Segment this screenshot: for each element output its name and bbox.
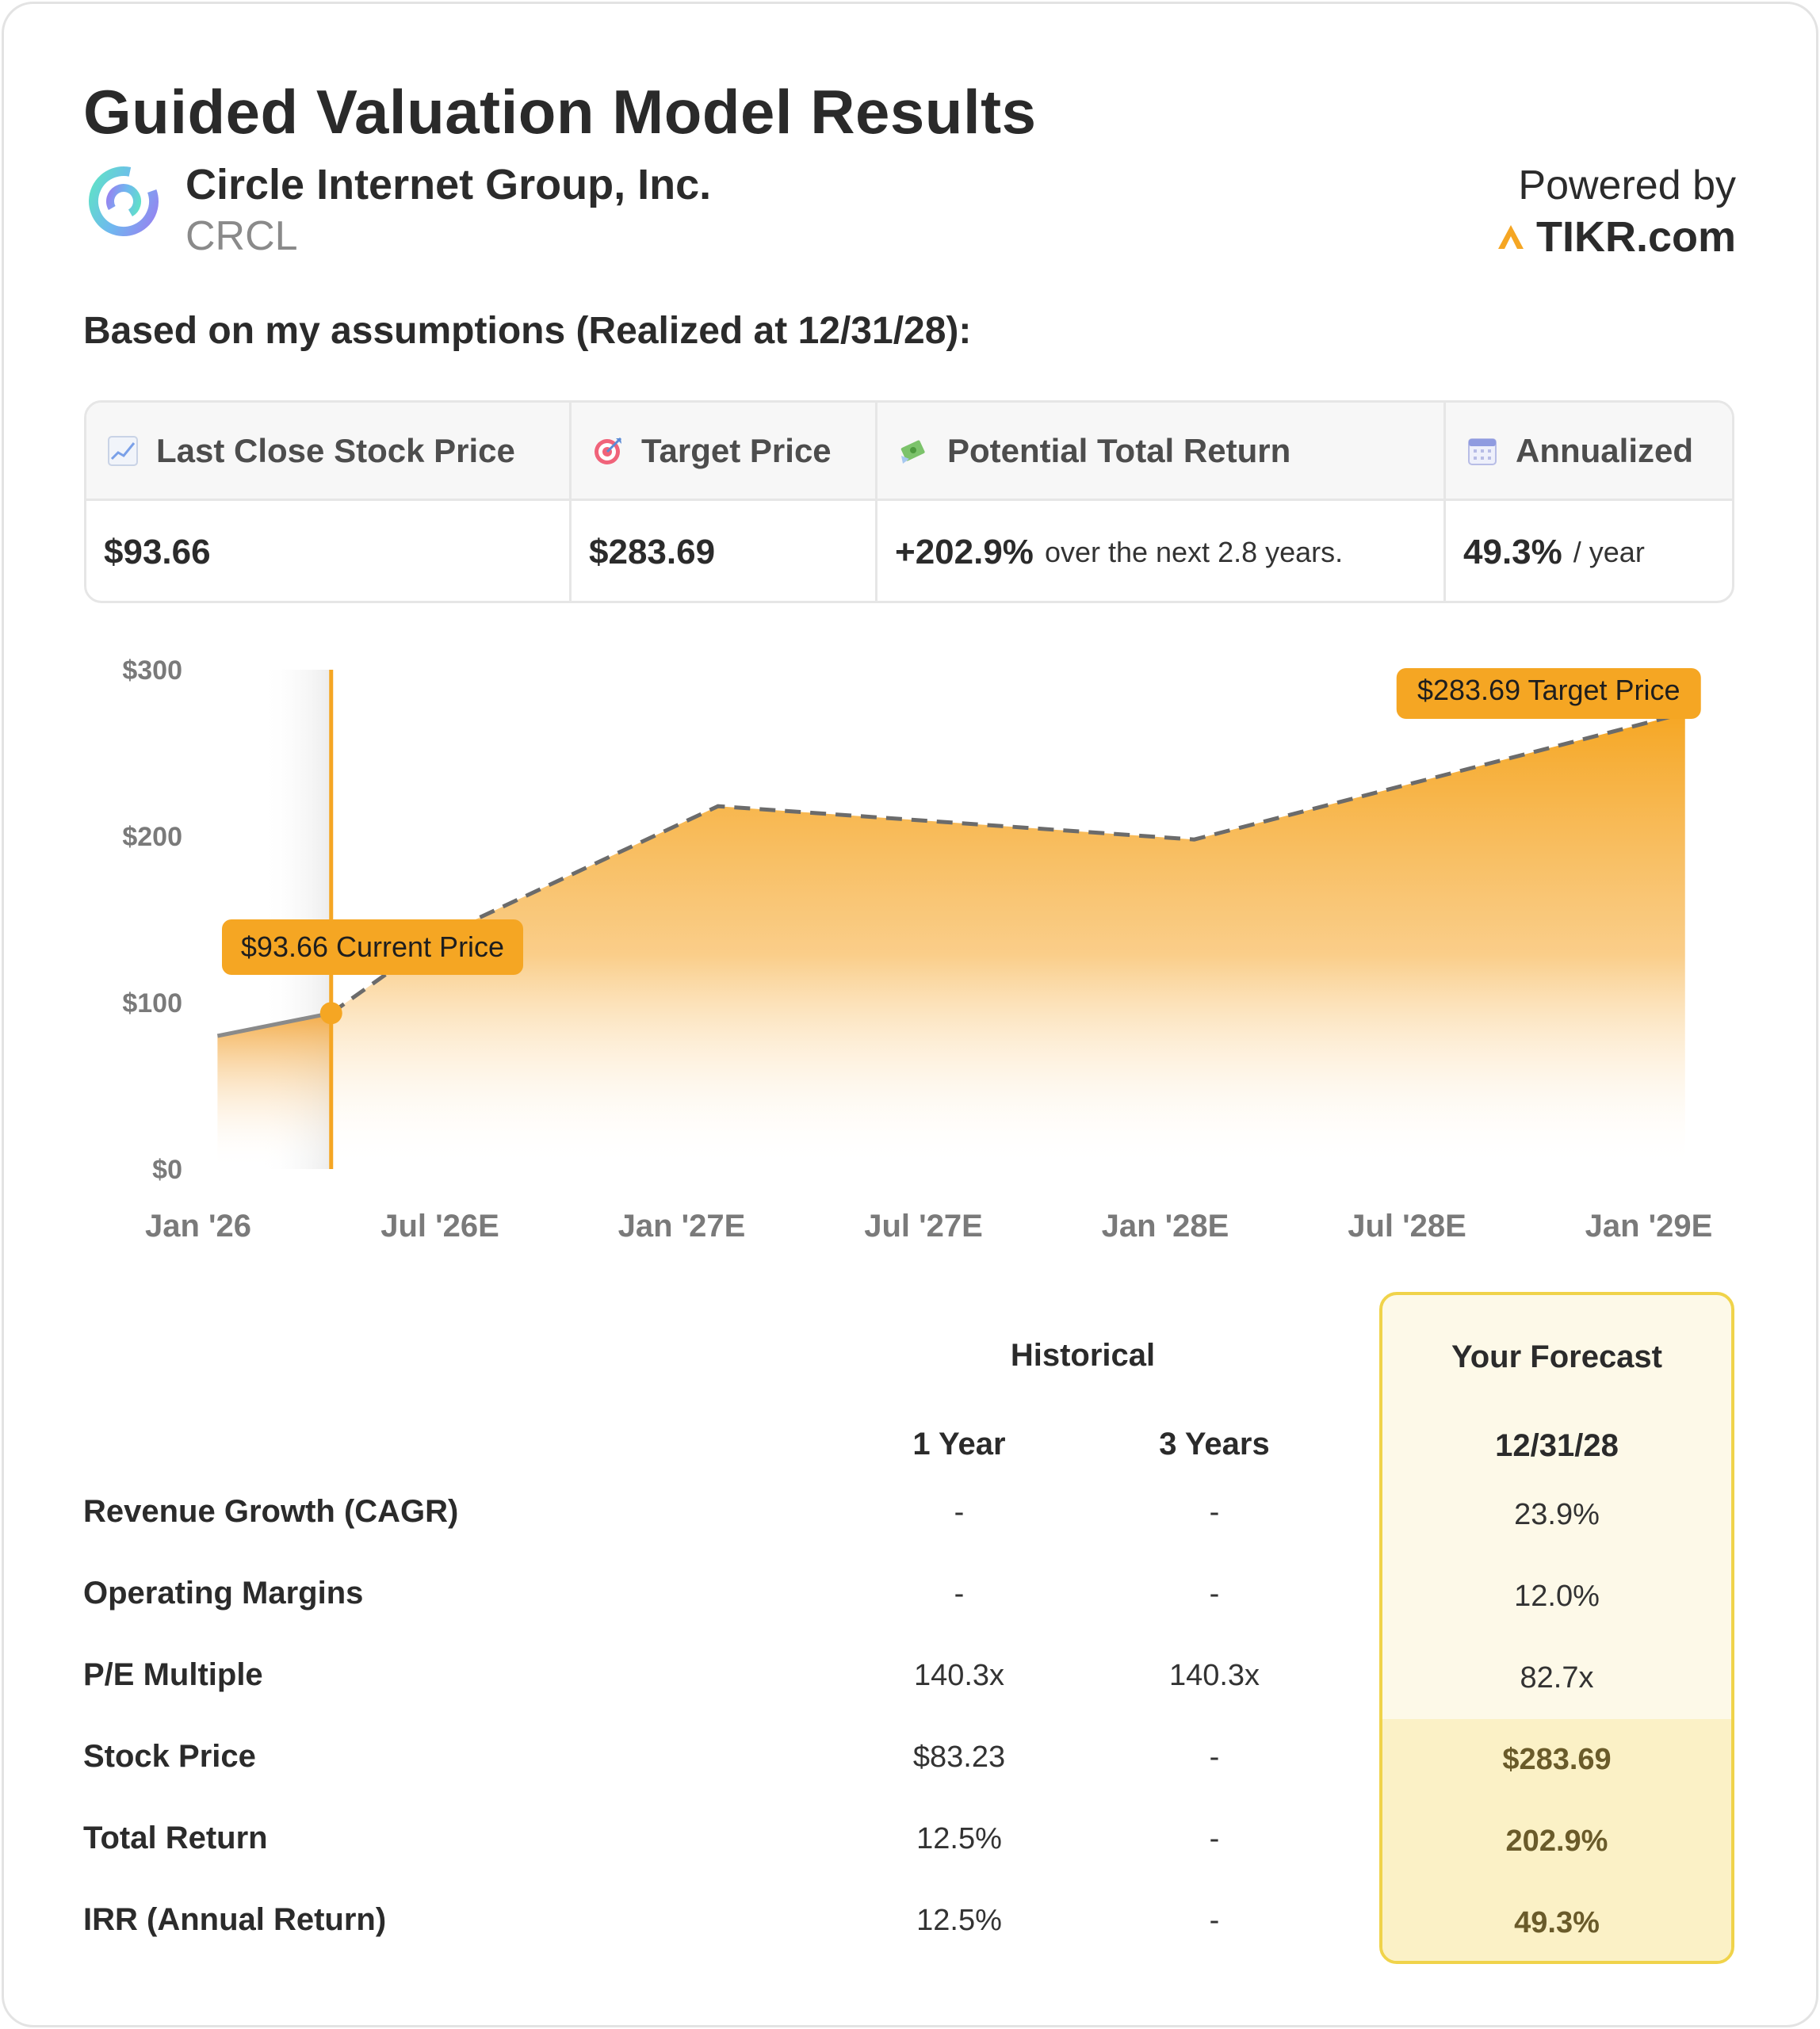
tikr-logo-icon: [1497, 225, 1524, 249]
cell-1-year: 12.5%: [916, 1904, 1002, 1937]
row-label: Stock Price: [83, 1739, 256, 1774]
cell-1-year: $83.23: [912, 1741, 1006, 1774]
x-tick-label: Jan '28E: [1102, 1209, 1229, 1244]
return-value: +202.9%: [895, 532, 1034, 571]
forecast-column: [1379, 1292, 1734, 1964]
summary-return: Potential Total Return +202.9% over the …: [878, 403, 1446, 601]
col-forecast-date: 12/31/28: [1495, 1428, 1619, 1463]
tikr-brand-label: TIKR.com: [1535, 213, 1736, 261]
historical-header: Historical: [1010, 1338, 1156, 1373]
y-tick-label: $0: [152, 1155, 182, 1185]
summary-last-close: Last Close Stock Price $93.66: [86, 403, 572, 601]
cell-1-year: -: [954, 1577, 965, 1611]
cell-3-years: 140.3x: [1168, 1659, 1260, 1692]
x-tick-label: Jan '29E: [1585, 1209, 1713, 1244]
assumption-heading: Based on my assumptions (Realized at 12/…: [83, 310, 972, 352]
col-3-years: 3 Years: [1159, 1427, 1270, 1462]
annualized-label: Annualized: [1516, 431, 1694, 469]
cell-1-year: -: [954, 1496, 965, 1529]
x-tick-label: Jul '28E: [1348, 1209, 1466, 1244]
company-name: Circle Internet Group, Inc.: [185, 161, 712, 208]
cell-forecast: 23.9%: [1514, 1498, 1600, 1531]
cell-forecast: $283.69: [1502, 1743, 1612, 1776]
current-price-label: $93.66 Current Price: [241, 930, 504, 963]
price-chart: $0 $100 $200 $300 Jan '26 Jul '26E Jan '27E Jul…: [122, 655, 1713, 1244]
page-title: Guided Valuation Model Results: [83, 77, 1037, 147]
current-price-callout: [222, 919, 523, 975]
cell-forecast: 202.9%: [1505, 1825, 1608, 1858]
row-label: Revenue Growth (CAGR): [83, 1494, 459, 1529]
x-tick-label: Jul '27E: [864, 1209, 983, 1244]
annualized-value: 49.3%: [1463, 532, 1562, 571]
target-label: Target Price: [641, 431, 832, 469]
money-with-wings-icon: [900, 440, 925, 464]
y-tick-label: $100: [122, 988, 182, 1018]
tikr-brand[interactable]: TIKR.com: [1497, 212, 1736, 262]
cell-3-years: -: [1209, 1904, 1220, 1937]
cell-3-years: -: [1209, 1577, 1220, 1611]
summary-table: Last Close Stock Price $93.66 Target Pri…: [84, 400, 1734, 603]
cell-3-years: -: [1209, 1741, 1220, 1774]
cell-3-years: -: [1209, 1822, 1220, 1855]
company-ticker: CRCL: [185, 213, 298, 259]
cell-1-year: 12.5%: [916, 1822, 1002, 1855]
forecast-area: [331, 694, 1685, 1169]
powered-by-label: Powered by: [1518, 162, 1736, 208]
cell-1-year: 140.3x: [913, 1659, 1005, 1692]
chart-increasing-icon: [108, 435, 138, 466]
x-tick-label: Jul '26E: [380, 1209, 499, 1244]
summary-annualized: Annualized 49.3% / year: [1446, 403, 1732, 601]
row-label: Operating Margins: [83, 1576, 364, 1611]
x-tick-label: Jan '27E: [618, 1209, 746, 1244]
cell-3-years: -: [1209, 1496, 1220, 1529]
cell-forecast: 49.3%: [1514, 1906, 1600, 1939]
x-tick-label: Jan '26: [145, 1209, 251, 1244]
y-tick-label: $300: [122, 655, 182, 686]
last-close-value: $93.66: [104, 532, 211, 571]
annualized-subtext: / year: [1573, 535, 1645, 568]
last-close-label: Last Close Stock Price: [156, 431, 515, 469]
target-price-label: $283.69 Target Price: [1417, 674, 1680, 706]
y-tick-label: $200: [122, 822, 182, 852]
target-price-callout: [1396, 668, 1701, 719]
summary-target: Target Price $283.69: [572, 403, 878, 601]
cell-forecast: 12.0%: [1514, 1580, 1600, 1613]
forecast-results-highlight: [1382, 1719, 1731, 1961]
historical-line: [216, 1011, 332, 1038]
row-label: P/E Multiple: [83, 1657, 263, 1692]
current-price-marker: [319, 1002, 342, 1025]
col-1-year: 1 Year: [912, 1427, 1006, 1462]
row-label: IRR (Annual Return): [83, 1902, 387, 1937]
row-label: Total Return: [83, 1821, 268, 1855]
forecast-header: Your Forecast: [1451, 1339, 1662, 1374]
target-icon: [595, 437, 622, 464]
company-logo-icon: [89, 166, 159, 236]
historical-area: [217, 1013, 331, 1169]
target-value: $283.69: [589, 532, 716, 571]
return-subtext: over the next 2.8 years.: [1044, 535, 1344, 568]
return-label: Potential Total Return: [947, 431, 1291, 469]
cell-forecast: 82.7x: [1520, 1661, 1594, 1695]
calendar-icon: [1468, 438, 1497, 465]
